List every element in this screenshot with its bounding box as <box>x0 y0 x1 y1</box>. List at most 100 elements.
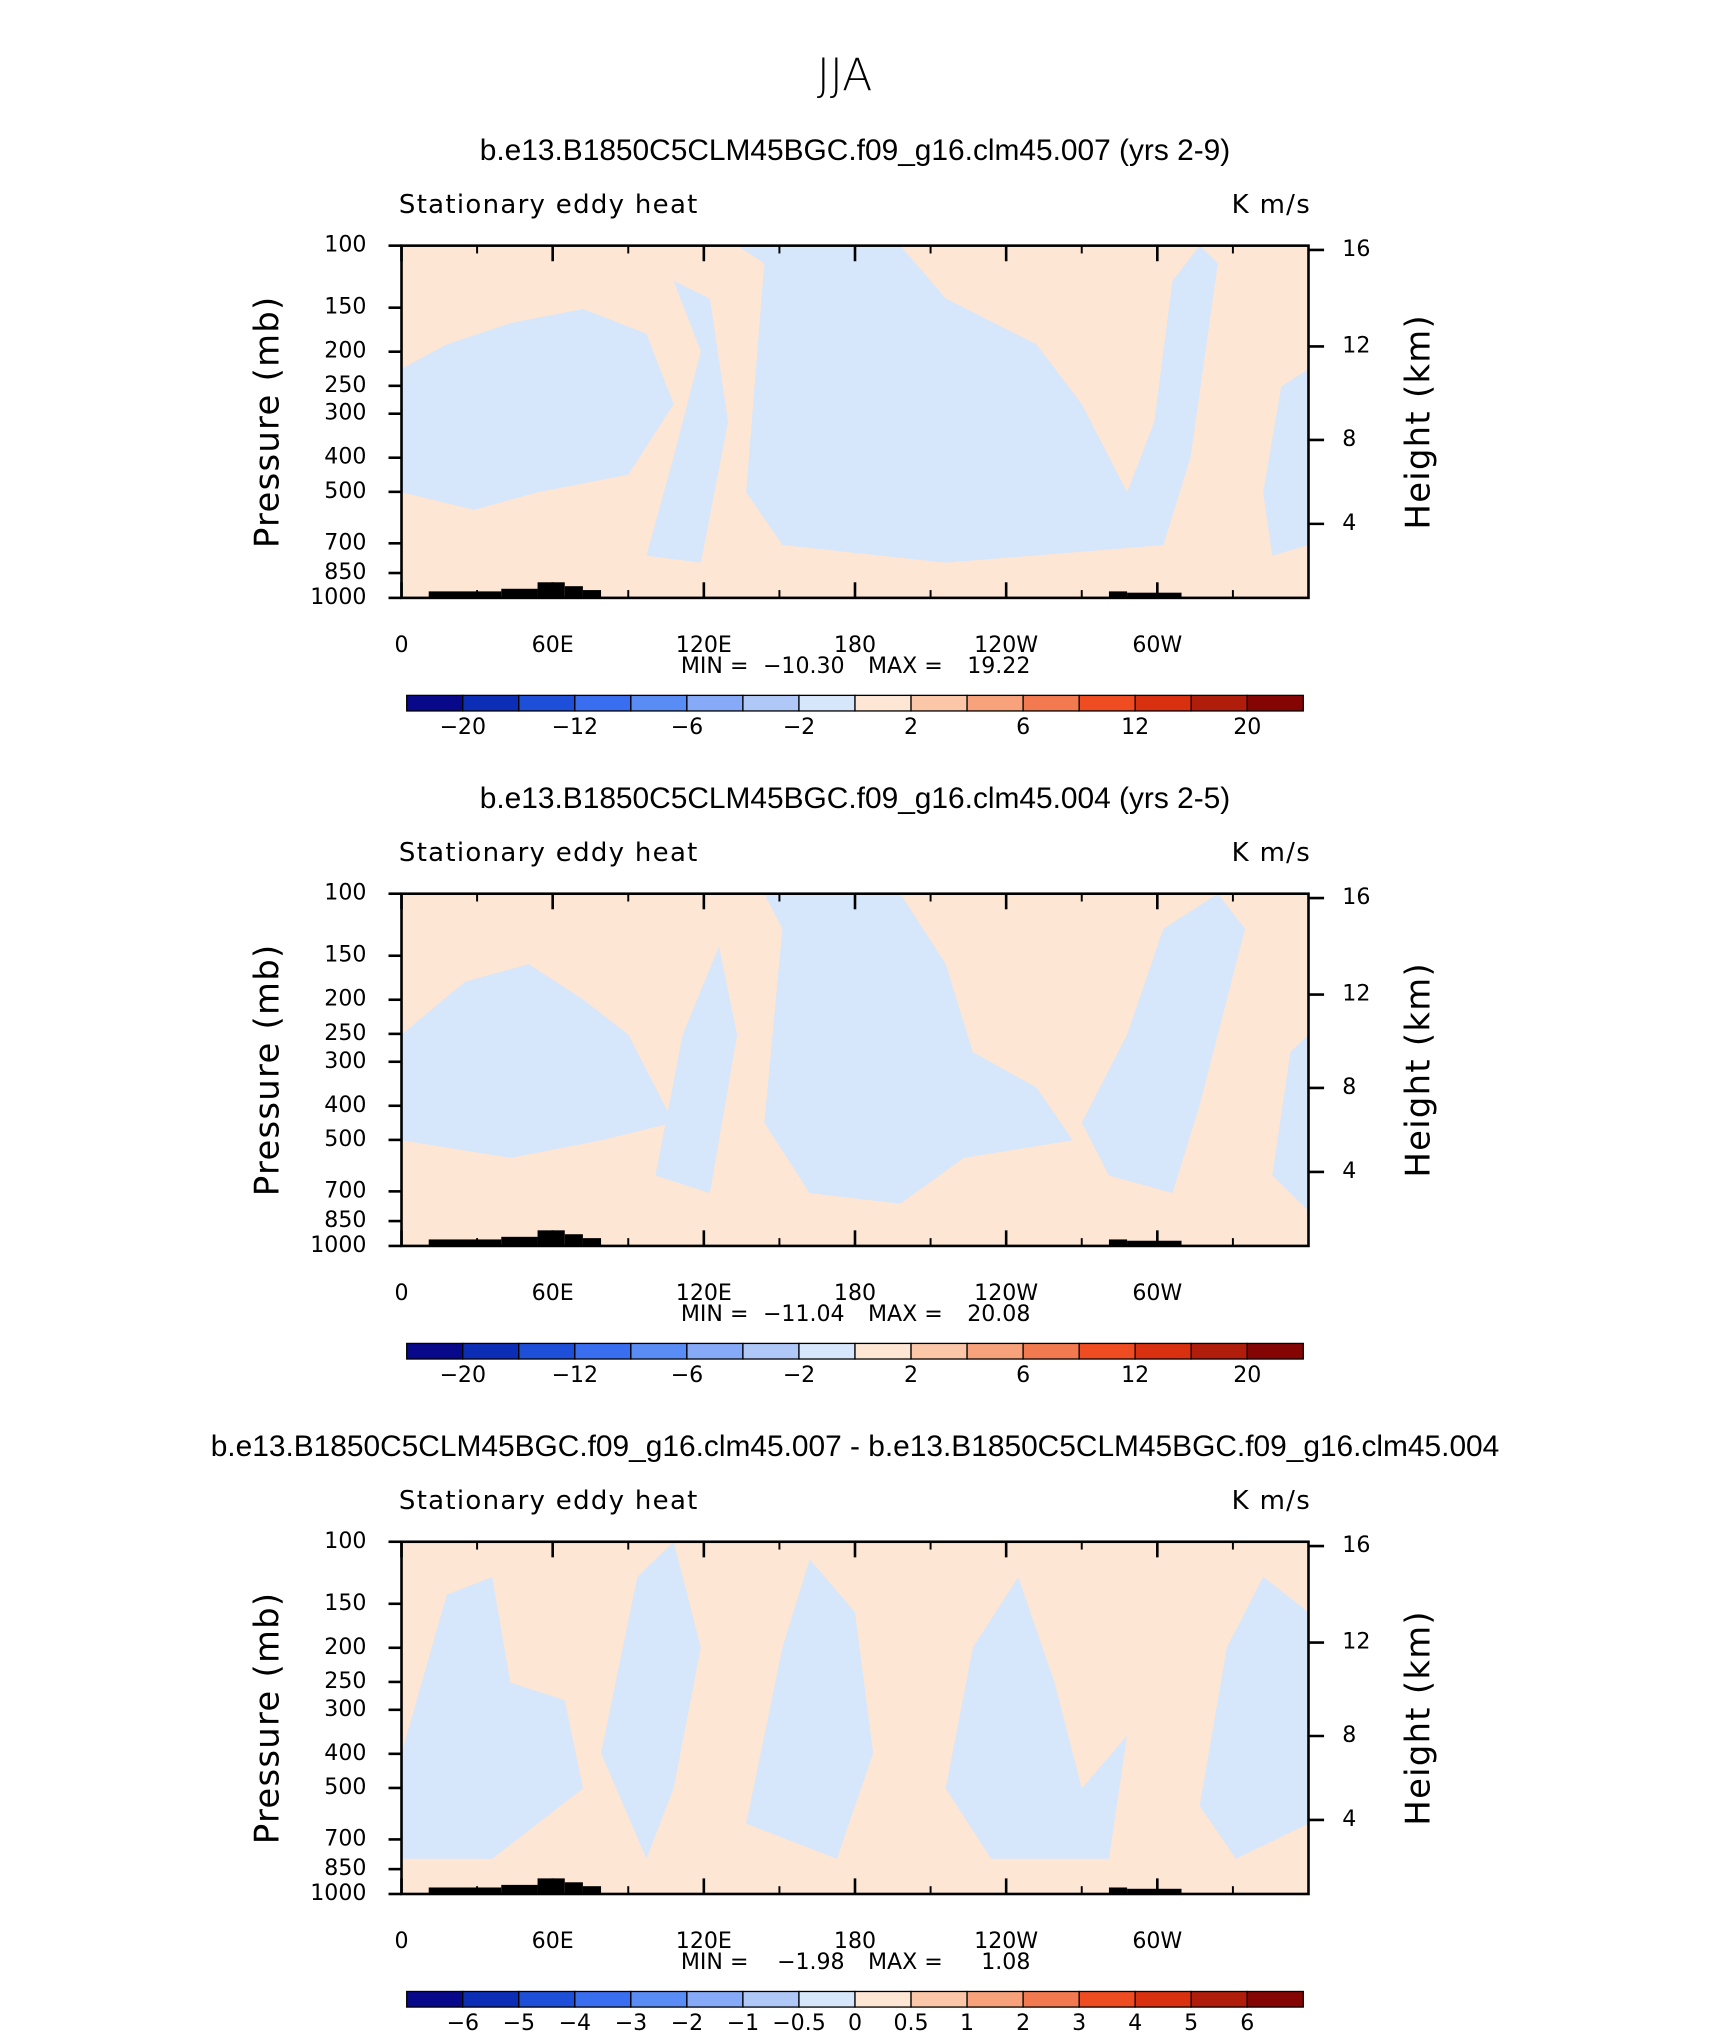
y-tick-label: 300 <box>324 1696 366 1722</box>
max-text: MAX = <box>868 1949 943 1975</box>
colorbar-label: −2 <box>671 2010 704 2036</box>
y2-axis-title: Height (km) <box>1399 962 1438 1177</box>
contour-fill <box>737 245 1218 563</box>
y2-tick-label: 8 <box>1342 426 1356 452</box>
x-tick-label: 0 <box>394 1928 408 1954</box>
colorbar-label: −2 <box>783 1362 816 1388</box>
max-value: 1.08 <box>981 1949 1030 1975</box>
colorbar-box <box>406 694 464 712</box>
colorbar-box <box>630 1990 688 2008</box>
colorbar-box <box>1190 1990 1248 2008</box>
colorbar-box <box>966 1990 1024 2008</box>
colorbar-box <box>574 1342 632 1360</box>
colorbar-label: −2 <box>783 714 816 740</box>
y-tick-label: 1000 <box>310 584 366 610</box>
topography <box>564 1882 583 1894</box>
min-text: MIN = <box>681 653 749 679</box>
colorbar-label: 6 <box>1240 2010 1254 2036</box>
colorbar-box <box>574 694 632 712</box>
colorbar-label: −6 <box>671 1362 704 1388</box>
contour-fill <box>1081 893 1245 1194</box>
y-tick-label: 850 <box>324 1855 366 1881</box>
colorbar-box <box>966 694 1024 712</box>
min-text: MIN = <box>681 1301 749 1327</box>
colorbar-box <box>742 1990 800 2008</box>
y-tick-label: 250 <box>324 1668 366 1694</box>
colorbar-label: −4 <box>559 2010 592 2036</box>
colorbar-label: 5 <box>1184 2010 1198 2036</box>
topography <box>582 590 602 598</box>
x-tick-label: 0 <box>394 1280 408 1306</box>
y-axis-title: Pressure (mb) <box>247 296 286 549</box>
left-string: Stationary eddy heat <box>399 838 699 868</box>
y-tick-label: 100 <box>324 1528 366 1554</box>
y-tick-label: 250 <box>324 372 366 398</box>
colorbar-label: −1 <box>727 2010 760 2036</box>
y-tick-label: 500 <box>324 1774 366 1800</box>
colorbar-label: 0 <box>848 2010 862 2036</box>
y-tick-label: 100 <box>324 232 366 258</box>
y2-tick-label: 16 <box>1342 884 1370 910</box>
colorbar-label: 2 <box>904 1362 918 1388</box>
x-tick-label: 60E <box>532 632 574 658</box>
contour-fill <box>1272 1034 1309 1211</box>
right-string: K m/s <box>1232 838 1311 868</box>
y-tick-label: 700 <box>324 1177 366 1203</box>
y2-axis-title: Height (km) <box>1399 314 1438 529</box>
colorbar-label: −3 <box>615 2010 648 2036</box>
topography <box>501 588 538 598</box>
max-value: 20.08 <box>967 1301 1030 1327</box>
max-text: MAX = <box>868 653 943 679</box>
contour-fill <box>401 964 674 1158</box>
colorbar-box <box>686 1990 744 2008</box>
colorbar-label: 0.5 <box>893 2010 928 2036</box>
y-tick-label: 400 <box>324 1092 366 1118</box>
topography <box>465 1239 502 1246</box>
panel: b.e13.B1850C5CLM45BGC.f09_g16.clm45.007 … <box>211 1430 1500 2036</box>
min-text: MIN = <box>681 1949 749 1975</box>
max-text: MAX = <box>868 1301 943 1327</box>
colorbar-label: 1 <box>960 2010 974 2036</box>
colorbar-box <box>1022 1342 1080 1360</box>
topography <box>465 1887 502 1894</box>
y-tick-label: 700 <box>324 529 366 555</box>
panel: b.e13.B1850C5CLM45BGC.f09_g16.clm45.007 … <box>247 134 1437 740</box>
left-string: Stationary eddy heat <box>399 1486 699 1516</box>
colorbar-label: 20 <box>1233 1362 1261 1388</box>
colorbar-box <box>1246 694 1304 712</box>
colorbar-box <box>854 1990 912 2008</box>
colorbar-label: 20 <box>1233 714 1261 740</box>
min-value: −1.98 <box>777 1949 845 1975</box>
contour-fill <box>646 280 729 563</box>
colorbar-label: −20 <box>439 1362 486 1388</box>
contour-fill <box>601 1541 701 1859</box>
y2-tick-label: 12 <box>1342 332 1370 358</box>
y-tick-label: 400 <box>324 444 366 470</box>
colorbar-label: 2 <box>1016 2010 1030 2036</box>
contour-fill <box>401 1576 583 1859</box>
x-tick-label: 120W <box>974 632 1038 658</box>
topography <box>1127 1240 1182 1246</box>
topography <box>501 1236 538 1246</box>
topography <box>428 591 466 598</box>
x-tick-label: 60E <box>532 1928 574 1954</box>
y-tick-label: 1000 <box>310 1232 366 1258</box>
topography <box>428 1887 466 1894</box>
colorbar-box <box>518 1342 576 1360</box>
y-tick-label: 500 <box>324 478 366 504</box>
colorbar-box <box>1246 1342 1304 1360</box>
y-tick-label: 850 <box>324 559 366 585</box>
x-tick-label: 60W <box>1132 1280 1182 1306</box>
colorbar-box <box>910 1990 968 2008</box>
y-tick-label: 300 <box>324 400 366 426</box>
colorbar-box <box>798 694 856 712</box>
colorbar-box <box>1134 1990 1192 2008</box>
panel: b.e13.B1850C5CLM45BGC.f09_g16.clm45.004 … <box>247 782 1437 1388</box>
y-tick-label: 400 <box>324 1740 366 1766</box>
y-tick-label: 150 <box>324 1590 366 1616</box>
y-tick-label: 250 <box>324 1020 366 1046</box>
colorbar-label: 12 <box>1121 1362 1149 1388</box>
y2-tick-label: 8 <box>1342 1722 1356 1748</box>
colorbar-box <box>462 1990 520 2008</box>
